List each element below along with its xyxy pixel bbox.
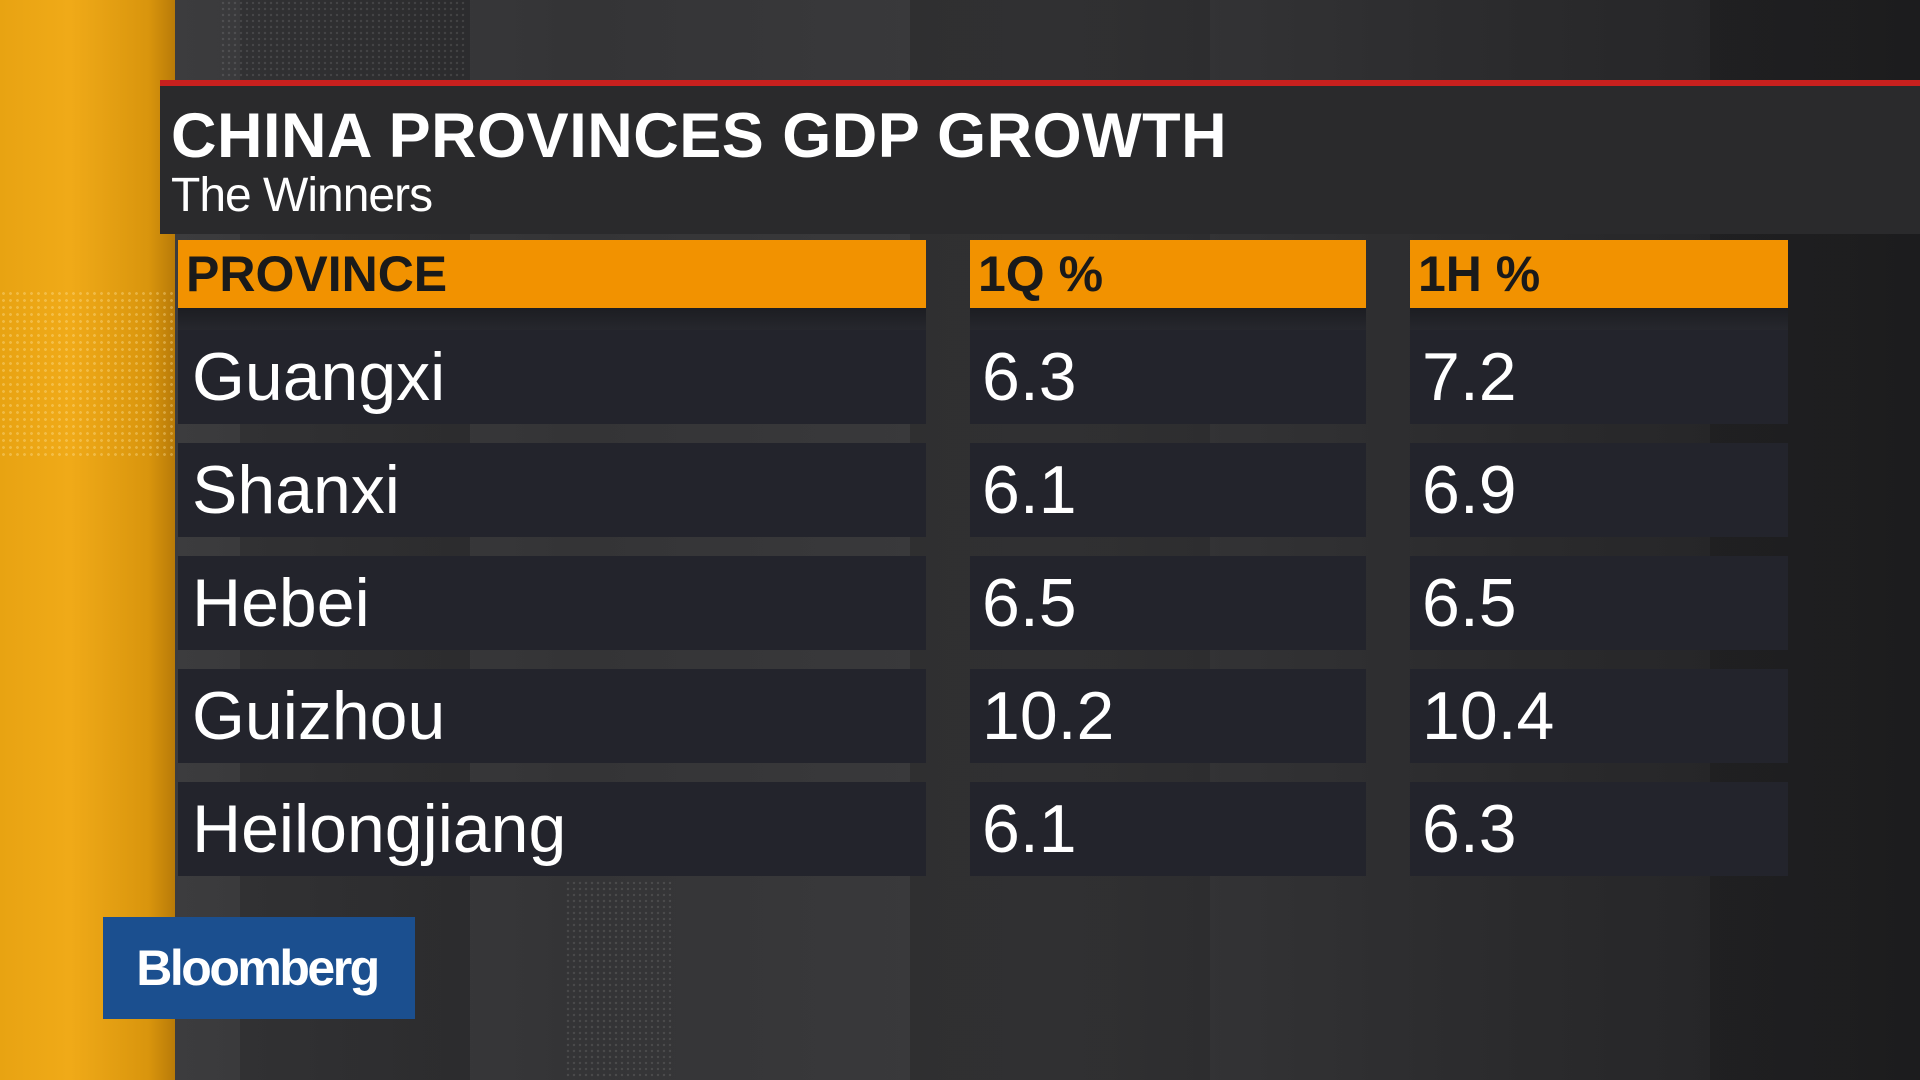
header-divider (1410, 308, 1788, 330)
table-cell-province: Guangxi (178, 330, 926, 424)
table-cell-province: Hebei (178, 556, 926, 650)
table-cell-1h: 6.9 (1410, 443, 1788, 537)
column-header-province: PROVINCE (178, 240, 926, 308)
table-cell-1q: 6.3 (970, 330, 1366, 424)
table-cell-1h: 10.4 (1410, 669, 1788, 763)
column-header-1q: 1Q % (970, 240, 1366, 308)
table-cell-1q: 6.1 (970, 782, 1366, 876)
background-dot-pattern (220, 0, 465, 80)
table-cell-province: Shanxi (178, 443, 926, 537)
title-panel (160, 86, 1920, 234)
header-divider (970, 308, 1366, 330)
graphic-title: CHINA PROVINCES GDP GROWTH (171, 101, 1228, 171)
table-cell-1h: 6.5 (1410, 556, 1788, 650)
orange-dot-pattern (0, 290, 175, 460)
orange-side-bar (0, 0, 175, 1080)
table-cell-1h: 6.3 (1410, 782, 1788, 876)
table-cell-province: Guizhou (178, 669, 926, 763)
table-cell-1q: 6.5 (970, 556, 1366, 650)
graphic-subtitle: The Winners (171, 169, 433, 222)
table-cell-1h: 7.2 (1410, 330, 1788, 424)
column-header-1h: 1H % (1410, 240, 1788, 308)
bloomberg-logo: Bloomberg (103, 917, 415, 1019)
table-cell-1q: 10.2 (970, 669, 1366, 763)
header-divider (178, 308, 926, 330)
table-cell-province: Heilongjiang (178, 782, 926, 876)
title-accent-line (160, 80, 1920, 86)
background-dot-pattern (565, 880, 675, 1080)
table-cell-1q: 6.1 (970, 443, 1366, 537)
